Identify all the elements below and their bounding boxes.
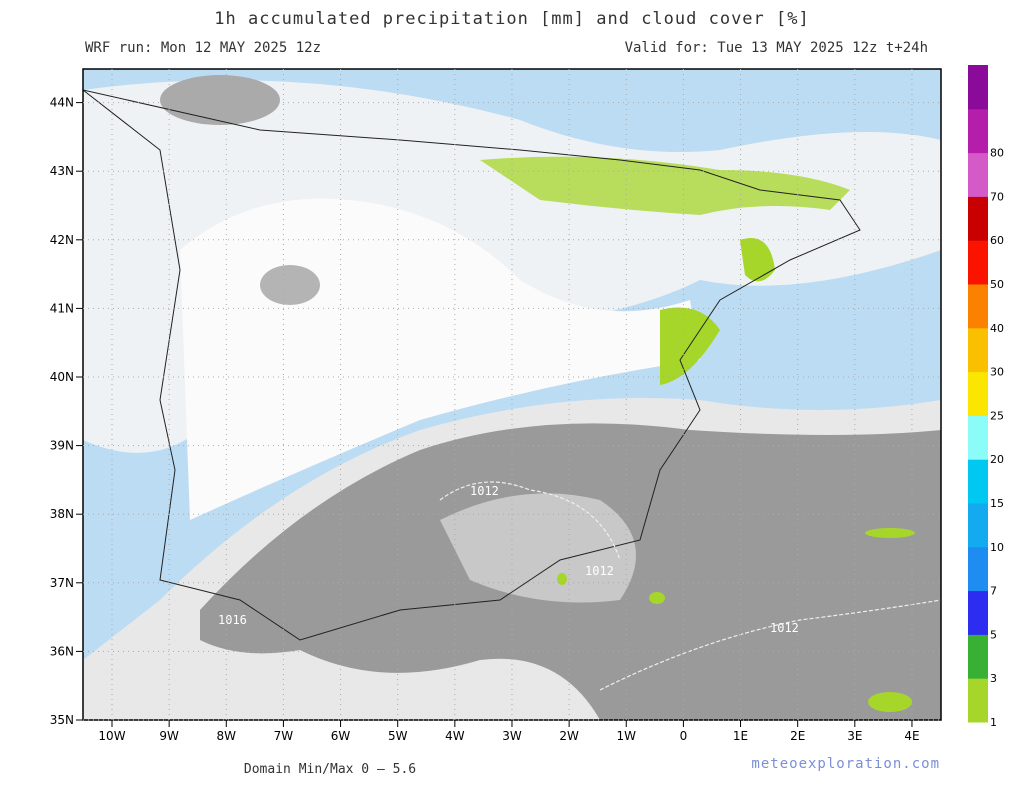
colorbar-label: 50	[990, 278, 1004, 291]
lon-label: 3W	[502, 729, 522, 743]
colorbar-segment	[968, 546, 988, 592]
lat-label: 37N	[50, 576, 74, 590]
colorbar-segment	[968, 415, 988, 460]
lon-label: 10W	[98, 729, 125, 743]
valid-label: Valid for: Tue 13 MAY 2025 12z t+24h	[625, 40, 928, 56]
colorbar-segment	[968, 152, 988, 197]
colorbar-label: 1	[990, 716, 997, 729]
colorbar-segment	[968, 503, 988, 548]
colorbar-label: 80	[990, 147, 1004, 160]
lat-label: 40N	[50, 370, 74, 384]
min-max: Domain Min/Max 0 — 5.6	[244, 762, 416, 777]
colorbar-segment	[968, 634, 988, 679]
lon-label: 5W	[388, 729, 408, 743]
colorbar-segment	[968, 284, 988, 329]
title: 1h accumulated precipitation [mm] and cl…	[214, 9, 809, 29]
run-label: WRF run: Mon 12 MAY 2025 12z	[85, 40, 321, 56]
colorbar-segment	[968, 196, 988, 241]
lon-label: 8W	[217, 729, 237, 743]
lon-label: 4E	[904, 729, 919, 743]
colorbar-segment	[968, 327, 988, 373]
colorbar-label: 10	[990, 541, 1004, 554]
colorbar-segment	[968, 371, 988, 416]
lat-label: 42N	[50, 233, 74, 247]
lon-label: 4W	[445, 729, 465, 743]
lon-label: 0	[680, 729, 688, 743]
colorbar-segment	[968, 590, 988, 635]
isobar-label: 1012	[585, 564, 614, 578]
credit: meteoexploration.com	[751, 756, 940, 772]
colorbar-label: 3	[990, 672, 997, 685]
lon-label: 2W	[559, 729, 579, 743]
isobar-label: 1012	[470, 484, 499, 498]
lat-label: 35N	[50, 713, 74, 727]
lat-label: 43N	[50, 164, 74, 178]
colorbar-label: 7	[990, 585, 997, 598]
lat-label: 36N	[50, 644, 74, 658]
lon-label: 2E	[790, 729, 805, 743]
isobar-label: 1016	[218, 613, 247, 627]
colorbar-label: 70	[990, 190, 1004, 203]
isobar-label: 1012	[770, 621, 799, 635]
colorbar-label: 20	[990, 453, 1004, 466]
lon-label: 1W	[617, 729, 637, 743]
colorbar-segment	[968, 240, 988, 285]
colorbar-label: 5	[990, 628, 997, 641]
lat-label: 39N	[50, 439, 74, 453]
colorbar-label: 30	[990, 366, 1004, 379]
lon-label: 6W	[331, 729, 351, 743]
lon-label: 3E	[847, 729, 862, 743]
colorbar-label: 40	[990, 322, 1004, 335]
colorbar-segment	[968, 678, 988, 723]
colorbar-label: 60	[990, 234, 1004, 247]
lon-label: 1E	[733, 729, 748, 743]
colorbar-label: 25	[990, 409, 1004, 422]
lon-label: 9W	[159, 729, 179, 743]
colorbar-segment	[968, 459, 988, 504]
colorbar-label: 15	[990, 497, 1004, 510]
lat-label: 38N	[50, 507, 74, 521]
lat-label: 41N	[50, 301, 74, 315]
colorbar-segment	[968, 65, 988, 110]
colorbar-segment	[968, 108, 988, 154]
lat-label: 44N	[50, 96, 74, 110]
lon-label: 7W	[274, 729, 294, 743]
